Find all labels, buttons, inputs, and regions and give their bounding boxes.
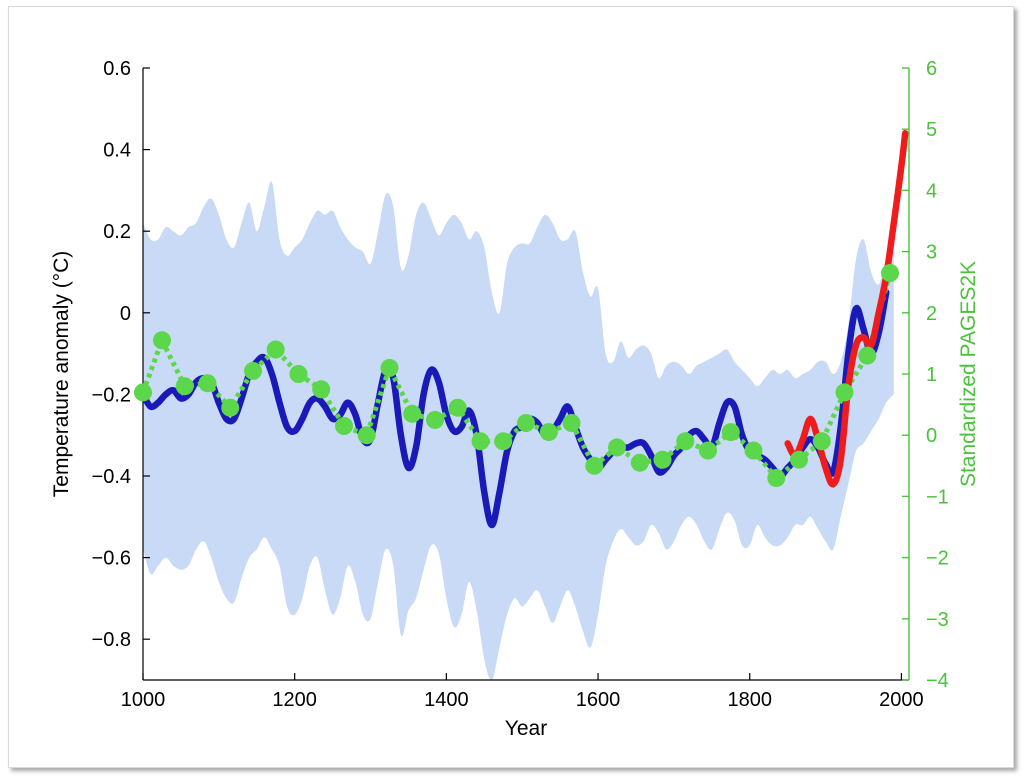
pages2k-point [630,453,649,472]
pages2k-point [266,340,285,359]
pages2k-point [221,398,240,417]
pages2k-point [153,331,171,350]
x-axis-title: Year [505,717,547,740]
pages2k-point [312,380,331,399]
right-y-tick-label: 3 [926,242,937,264]
pages2k-point [357,426,376,445]
pages2k-point [881,264,899,282]
y-tick-label: 0.6 [103,58,131,80]
pages2k-point [494,432,513,451]
right-y-tick-label: 5 [926,119,937,141]
temperature-chart: 0.6 0.4 0.2 0 −0.2 −0.4 −0.6 −0.8 6 5 4 3 2 1 0 −1 −2 −3 −… [50,58,980,740]
pages2k-point [244,361,262,380]
pages2k-point [699,441,717,460]
x-tick-label: 1800 [727,689,772,711]
right-y-axis-title: Standardized PAGES2K [957,261,980,487]
pages2k-point [790,450,808,469]
series-layer [134,130,909,529]
pages2k-point [448,398,467,417]
right-y-tick-label: 1 [926,364,937,386]
y-tick-label: −0.8 [92,629,131,651]
pages2k-point [380,358,399,377]
right-y-tick-label: 4 [926,180,937,202]
pages2k-point [721,423,740,442]
pages2k-point [198,374,217,393]
right-y-tick-label: 6 [926,58,937,80]
pages2k-point [767,469,786,487]
label-layer: Year Temperature anomaly (°C) Standardiz… [50,251,980,740]
pages2k-point [403,404,422,423]
pages2k-point [539,423,558,442]
right-y-tick-label: −4 [926,670,949,692]
pages2k-point [426,410,444,429]
pages2k-point [835,383,854,402]
y-axis-title: Temperature anomaly (°C) [50,251,73,497]
pages2k-point [653,450,672,469]
pages2k-point [744,441,763,460]
pages2k-point [676,432,695,451]
right-y-tick-label: −2 [926,548,949,570]
y-tick-label: 0 [120,303,131,325]
pages2k-point [289,365,308,383]
pages2k-point [335,417,353,435]
pages2k-point [812,432,831,451]
pages2k-point [608,438,626,457]
axes-layer: 0.6 0.4 0.2 0 −0.2 −0.4 −0.6 −0.8 6 5 4 3 2 1 0 −1 −2 −3 −… [92,58,949,711]
pages2k-point [134,383,152,402]
right-y-tick-label: 2 [926,303,937,325]
pages2k-point [858,346,877,365]
right-y-tick-label: −3 [926,609,949,631]
right-y-tick-label: 0 [926,425,937,447]
pages2k-point [471,432,490,451]
right-y-tick-label: −1 [926,486,949,508]
pages2k-point [175,377,194,396]
pages2k-point [562,414,581,432]
pages2k-point [517,414,535,432]
pages2k-point [585,456,604,475]
y-tick-label: −0.2 [92,384,131,406]
x-tick-label: 1400 [424,689,469,711]
y-tick-label: 0.2 [103,221,131,243]
x-tick-label: 1600 [576,689,621,711]
x-tick-label: 2000 [879,689,924,711]
x-tick-label: 1000 [121,689,166,711]
y-tick-label: 0.4 [103,140,131,162]
pages2k-line [140,272,893,482]
y-tick-label: −0.6 [92,548,131,570]
y-tick-label: −0.4 [92,466,131,488]
chart-frame: 0.6 0.4 0.2 0 −0.2 −0.4 −0.6 −0.8 6 5 4 3 2 1 0 −1 −2 −3 −… [8,6,1014,768]
x-tick-label: 1200 [272,689,317,711]
